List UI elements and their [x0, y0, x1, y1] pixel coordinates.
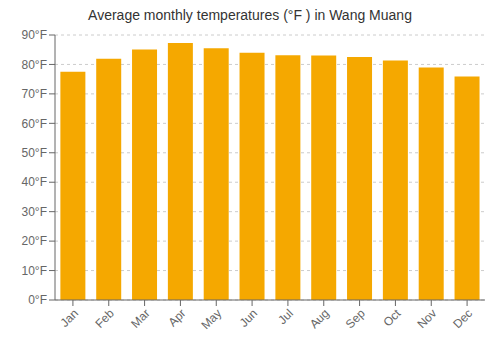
- svg-text:May: May: [198, 306, 224, 332]
- svg-text:Aug: Aug: [307, 306, 332, 331]
- svg-text:Nov: Nov: [414, 306, 439, 331]
- svg-text:0°F: 0°F: [28, 293, 47, 307]
- svg-text:Sep: Sep: [343, 306, 368, 331]
- svg-text:Jul: Jul: [275, 306, 296, 327]
- svg-text:Apr: Apr: [165, 306, 188, 329]
- svg-text:10°F: 10°F: [22, 264, 47, 278]
- svg-text:20°F: 20°F: [22, 234, 47, 248]
- svg-text:Jan: Jan: [57, 306, 81, 330]
- svg-text:60°F: 60°F: [22, 117, 47, 131]
- svg-text:Oct: Oct: [380, 306, 404, 330]
- svg-text:Feb: Feb: [92, 306, 117, 331]
- svg-text:30°F: 30°F: [22, 205, 47, 219]
- svg-text:Jun: Jun: [237, 306, 261, 330]
- svg-text:50°F: 50°F: [22, 146, 47, 160]
- svg-text:40°F: 40°F: [22, 175, 47, 189]
- svg-text:90°F: 90°F: [22, 30, 47, 42]
- html-text:Average monthly temperatures (: Average monthly temperatures (°F ) in Wa…: [88, 7, 412, 23]
- svg-text:70°F: 70°F: [22, 87, 47, 101]
- svg-text:Dec: Dec: [450, 306, 475, 331]
- svg-text:Mar: Mar: [128, 306, 153, 331]
- svg-text:80°F: 80°F: [22, 58, 47, 72]
